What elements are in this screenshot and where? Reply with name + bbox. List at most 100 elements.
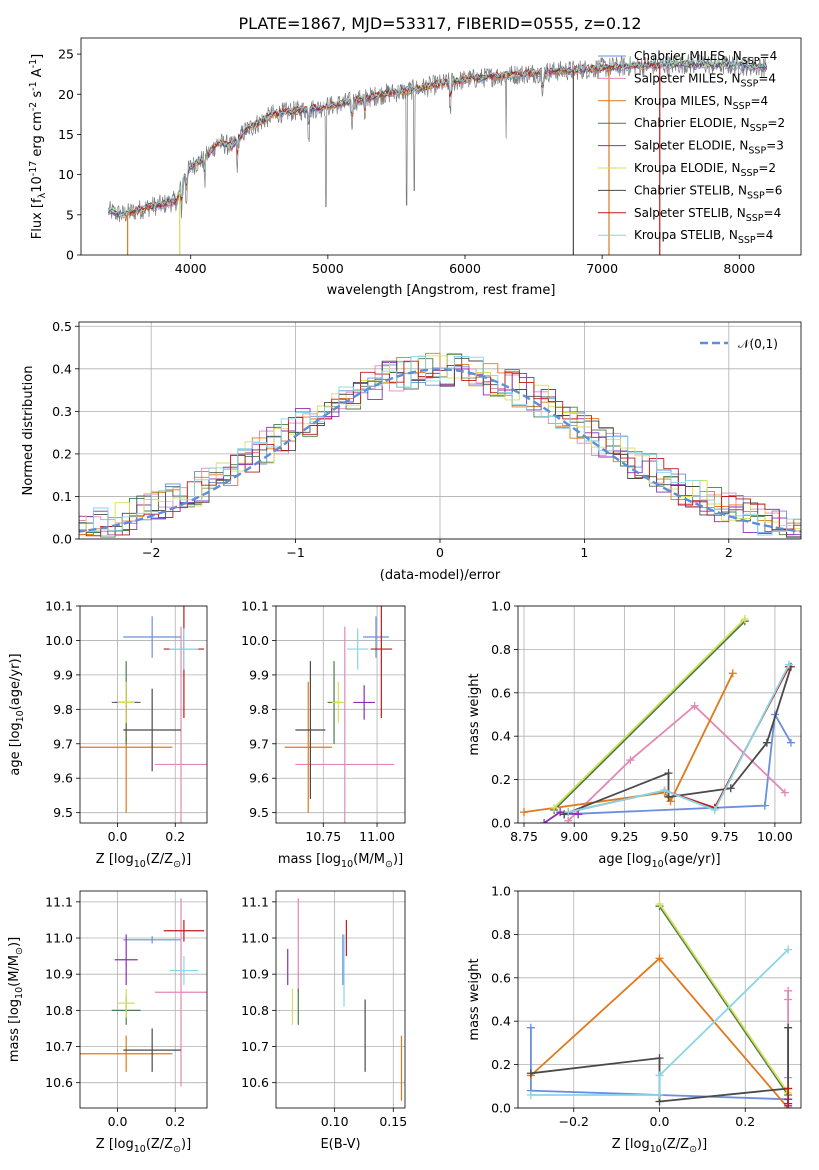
y-tick-label: 0.2 — [491, 772, 511, 787]
legend-label: Chabrier ELODIE, NSSP​=2 — [634, 116, 785, 134]
model-spectrum-line — [108, 61, 768, 219]
weight-series-line — [523, 672, 734, 813]
weight-series-line — [658, 903, 789, 1094]
weight-marker — [655, 1071, 664, 1080]
age-vs-z-panel: 0.0 0.2 9.5 9.6 9.7 9.8 9.9 10.0 10.1 Z [log10​(Z… — [8, 599, 208, 870]
y-axis-label: age [log10​(age/yr)] — [8, 653, 26, 775]
axes-frame — [275, 890, 406, 1109]
y-tick-label: 0 — [66, 248, 74, 263]
weight-marker — [526, 1090, 535, 1099]
weight-marker — [786, 738, 795, 747]
histogram-step — [79, 355, 801, 537]
legend-label: Chabrier STELIB, NSSP​=6 — [634, 183, 782, 201]
weight-marker — [666, 797, 675, 806]
weight-marker — [564, 808, 573, 817]
x-tick-label: 0.15 — [379, 1114, 407, 1129]
plot-area — [80, 898, 207, 1087]
y-tick-label: 0.8 — [491, 927, 511, 942]
y-tick-label: 11.0 — [241, 931, 269, 946]
plot-area — [526, 900, 793, 1108]
weight-vs-z-panel: −0.2 0.0 0.2 0.0 0.2 0.4 0.6 0.8 1.0 Z [log10​(Z/… — [467, 884, 802, 1155]
model-spectrum-line — [127, 60, 660, 215]
weight-marker — [784, 995, 793, 1004]
model-spectrum-line — [108, 58, 767, 216]
x-tick-label: 10.00 — [757, 829, 793, 844]
x-tick-label: 10.75 — [305, 829, 341, 844]
y-tick-label: 0.4 — [491, 729, 511, 744]
y-tick-label: 0.4 — [491, 1014, 511, 1029]
y-axis-label: Normed distribution — [21, 366, 36, 496]
weight-marker — [626, 756, 635, 765]
plot-area — [108, 53, 768, 255]
y-tick-label: 0.5 — [52, 319, 72, 334]
y-tick-label: 10.0 — [241, 633, 269, 648]
legend-label: Kroupa ELODIE, NSSP​=2 — [634, 161, 776, 179]
weight-series-line — [530, 948, 789, 1096]
x-axis-label: Z [log10​(Z/Z⊙​)] — [96, 1137, 191, 1155]
y-tick-label: 1.0 — [491, 884, 511, 899]
y-axis-label: mass weight — [467, 673, 482, 755]
y-tick-label: 9.9 — [53, 667, 73, 682]
weight-series-line — [568, 664, 790, 813]
y-tick-label: 0.6 — [491, 970, 511, 985]
weight-marker — [655, 900, 664, 909]
weight-marker — [550, 803, 559, 812]
x-tick-label: −1 — [286, 545, 304, 560]
x-axis-label: wavelength [Angstrom, rest frame] — [327, 283, 556, 298]
x-tick-label: 0.2 — [165, 1114, 185, 1129]
legend-label: 𝒩(0,1) — [738, 337, 778, 351]
y-tick-label: 20 — [58, 87, 74, 102]
y-tick-label: 11.1 — [45, 894, 73, 909]
x-tick-label: 9.50 — [661, 829, 689, 844]
weight-marker — [740, 615, 749, 624]
weight-marker — [710, 805, 719, 814]
x-tick-label: 6000 — [449, 261, 481, 276]
x-axis-label: (data-model)/error — [380, 568, 501, 583]
y-tick-label: 10.0 — [45, 633, 73, 648]
weight-series-line — [530, 1027, 789, 1101]
weight-marker — [564, 816, 573, 823]
y-axis-label: Flux [fλ​10-17​ erg cm-2​ s-1​ A-1​] — [28, 54, 48, 239]
axes-frame — [78, 321, 802, 540]
plot-area — [79, 352, 801, 539]
x-tick-label: 11.00 — [359, 829, 395, 844]
weight-marker — [520, 808, 529, 817]
weight-series-line — [563, 666, 792, 816]
weight-marker — [664, 769, 673, 778]
axes-frame — [517, 605, 802, 824]
x-tick-label: 9.00 — [560, 829, 588, 844]
mass-vs-z-panel: 0.0 0.2 10.6 10.7 10.8 10.9 11.0 11.1 Z [log10​(… — [7, 890, 208, 1155]
legend-label: Kroupa MILES, NSSP​=4 — [634, 94, 768, 112]
x-axis-label: age [log10​(age/yr)] — [598, 852, 720, 870]
weight-marker — [784, 1084, 793, 1093]
y-tick-label: 9.6 — [53, 771, 73, 786]
y-tick-label: 10.9 — [45, 967, 73, 982]
y-axis-label: mass weight — [467, 958, 482, 1040]
y-tick-label: 0.1 — [52, 489, 72, 504]
axes-frame — [517, 890, 802, 1109]
gaussian-curve — [79, 368, 801, 533]
weight-marker — [728, 669, 737, 678]
y-tick-label: 0.0 — [491, 816, 511, 831]
model-spectrum-line — [127, 65, 610, 217]
y-tick-label: 10.7 — [241, 1039, 269, 1054]
legend-label: Chabrier MILES, NSSP​=4 — [634, 49, 777, 67]
y-tick-label: 15 — [58, 127, 74, 142]
y-tick-label: 9.7 — [249, 736, 269, 751]
weight-series-line — [658, 905, 789, 1096]
y-tick-label: 10.1 — [241, 599, 269, 614]
y-tick-label: 9.9 — [249, 667, 269, 682]
residuals-panel: −2 −1 0 1 2 0.0 0.1 0.2 0.3 0.4 0.5 (data-model)/er… — [21, 319, 802, 583]
weight-marker — [780, 788, 789, 797]
x-tick-label: 0.0 — [108, 1114, 128, 1129]
y-tick-label: 9.8 — [249, 702, 269, 717]
y-tick-label: 0.4 — [52, 361, 72, 376]
weight-marker — [526, 1023, 535, 1032]
weight-vs-age-panel: 8.75 9.00 9.25 9.50 9.75 10.00 0.0 0.2 0.4 0.6 0.8… — [467, 599, 802, 870]
age-vs-mass-panel: 10.75 11.00 9.5 9.6 9.7 9.8 9.9 10.0 10.1 mass [l… — [241, 599, 406, 870]
weight-series-line — [568, 666, 790, 813]
x-tick-label: 8.75 — [510, 829, 538, 844]
y-tick-label: 9.7 — [53, 736, 73, 751]
x-tick-label: 0.10 — [321, 1114, 349, 1129]
x-tick-label: 9.75 — [711, 829, 739, 844]
